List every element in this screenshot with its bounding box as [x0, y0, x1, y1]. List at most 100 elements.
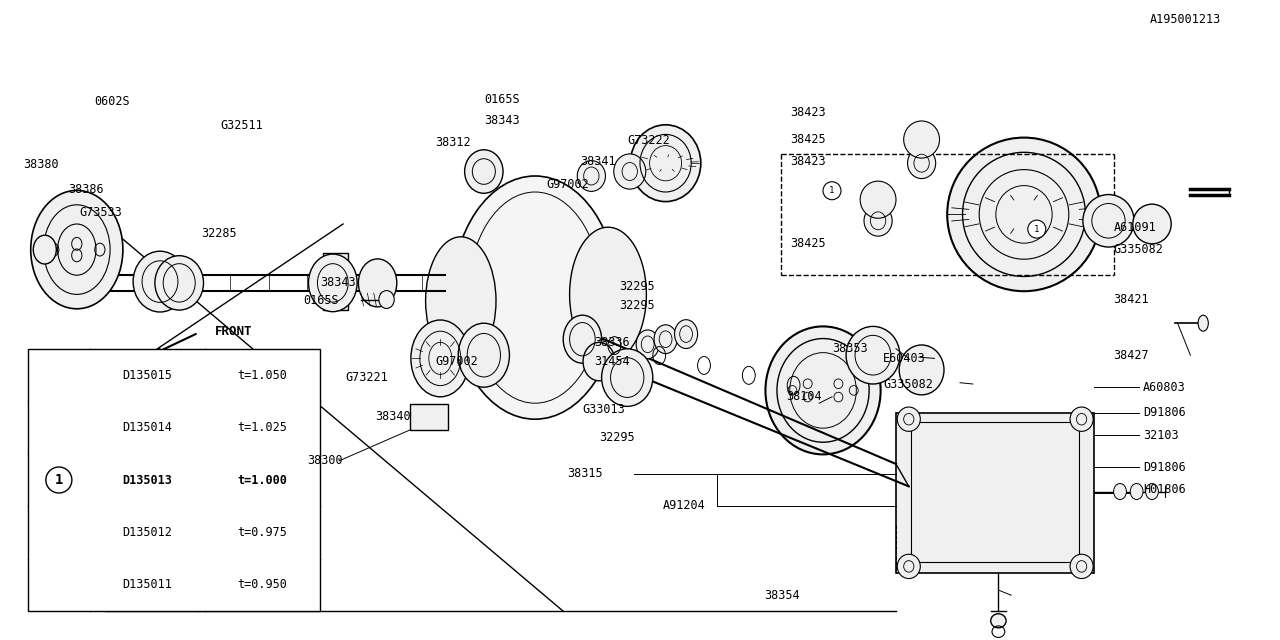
- Text: 38340: 38340: [375, 410, 411, 422]
- Text: t=1.000: t=1.000: [238, 474, 287, 486]
- Ellipse shape: [765, 326, 881, 454]
- Ellipse shape: [584, 342, 616, 381]
- Text: 31454: 31454: [594, 355, 630, 368]
- Text: 38353: 38353: [832, 342, 868, 355]
- Ellipse shape: [1114, 484, 1126, 499]
- Ellipse shape: [947, 138, 1101, 291]
- Text: G33013: G33013: [582, 403, 625, 416]
- Text: FRONT: FRONT: [215, 325, 252, 338]
- Bar: [28, 349, 320, 611]
- Text: H01806: H01806: [1143, 483, 1185, 496]
- Text: G32511: G32511: [220, 119, 262, 132]
- Text: D135015: D135015: [123, 369, 172, 381]
- Ellipse shape: [1070, 407, 1093, 431]
- Text: 38343: 38343: [484, 114, 520, 127]
- Text: 1: 1: [829, 186, 835, 195]
- Ellipse shape: [1083, 195, 1134, 247]
- Text: G73533: G73533: [79, 206, 122, 219]
- Ellipse shape: [636, 330, 659, 358]
- Ellipse shape: [33, 236, 56, 264]
- Ellipse shape: [614, 154, 646, 189]
- Ellipse shape: [155, 255, 204, 310]
- Ellipse shape: [570, 227, 646, 362]
- Ellipse shape: [675, 320, 698, 348]
- Text: 38315: 38315: [567, 467, 603, 480]
- Ellipse shape: [846, 326, 900, 384]
- Text: t=0.975: t=0.975: [238, 526, 287, 539]
- Text: 0165S: 0165S: [303, 294, 339, 307]
- Text: 1: 1: [1034, 225, 1039, 234]
- Ellipse shape: [908, 148, 936, 179]
- Ellipse shape: [358, 259, 397, 307]
- Ellipse shape: [602, 349, 653, 406]
- Ellipse shape: [860, 181, 896, 218]
- Text: t=1.050: t=1.050: [238, 369, 287, 381]
- Circle shape: [46, 467, 72, 493]
- Ellipse shape: [1130, 484, 1143, 499]
- Text: 38423: 38423: [790, 106, 826, 118]
- Text: A61091: A61091: [1114, 221, 1156, 234]
- Ellipse shape: [425, 237, 495, 365]
- Text: 32103: 32103: [1143, 429, 1179, 442]
- Text: 38343: 38343: [320, 276, 356, 289]
- Text: 38300: 38300: [307, 454, 343, 467]
- Text: G73221: G73221: [346, 371, 388, 384]
- Ellipse shape: [1146, 484, 1158, 499]
- Text: D91806: D91806: [1143, 406, 1185, 419]
- Bar: [410, 404, 448, 430]
- Text: 38341: 38341: [580, 156, 616, 168]
- Ellipse shape: [1070, 554, 1093, 579]
- Text: G335082: G335082: [1114, 243, 1164, 256]
- Text: A91204: A91204: [663, 499, 705, 512]
- Ellipse shape: [991, 614, 1006, 628]
- Text: 38425: 38425: [790, 133, 826, 146]
- Text: D135011: D135011: [123, 579, 172, 591]
- Ellipse shape: [458, 323, 509, 387]
- Circle shape: [823, 182, 841, 200]
- Ellipse shape: [308, 254, 357, 312]
- Text: 38380: 38380: [23, 158, 59, 171]
- Ellipse shape: [465, 150, 503, 193]
- Ellipse shape: [904, 121, 940, 158]
- Text: 38421: 38421: [1114, 293, 1149, 306]
- Text: D91806: D91806: [1143, 461, 1185, 474]
- Text: 32285: 32285: [201, 227, 237, 240]
- Text: A195001213: A195001213: [1149, 13, 1221, 26]
- Text: 0165S: 0165S: [484, 93, 520, 106]
- Ellipse shape: [411, 320, 470, 397]
- Text: 1: 1: [55, 473, 63, 487]
- Text: G97002: G97002: [547, 178, 589, 191]
- Text: 38336: 38336: [594, 336, 630, 349]
- Text: A60803: A60803: [1143, 381, 1185, 394]
- Text: 38312: 38312: [435, 136, 471, 148]
- Ellipse shape: [577, 161, 605, 191]
- Ellipse shape: [630, 125, 701, 202]
- Circle shape: [1028, 220, 1046, 238]
- Text: 38423: 38423: [790, 156, 826, 168]
- Text: 38386: 38386: [68, 183, 104, 196]
- Ellipse shape: [897, 554, 920, 579]
- Ellipse shape: [452, 176, 618, 419]
- Text: 32295: 32295: [599, 431, 635, 444]
- Ellipse shape: [899, 345, 945, 395]
- Text: D135012: D135012: [123, 526, 172, 539]
- Ellipse shape: [31, 191, 123, 309]
- Ellipse shape: [897, 407, 920, 431]
- Text: D135014: D135014: [123, 421, 172, 434]
- Text: D135013: D135013: [123, 474, 172, 486]
- Text: 38104: 38104: [786, 390, 822, 403]
- Text: 32295: 32295: [620, 300, 655, 312]
- Text: 38427: 38427: [1114, 349, 1149, 362]
- Text: 38425: 38425: [790, 237, 826, 250]
- Text: E60403: E60403: [883, 352, 925, 365]
- Text: 0602S: 0602S: [95, 95, 131, 108]
- Ellipse shape: [563, 316, 602, 364]
- Bar: [896, 413, 1094, 573]
- Bar: [323, 253, 348, 310]
- Ellipse shape: [654, 325, 677, 353]
- Bar: [911, 422, 1079, 562]
- Text: G73222: G73222: [627, 134, 669, 147]
- Text: t=1.025: t=1.025: [238, 421, 287, 434]
- Text: 38354: 38354: [764, 589, 800, 602]
- Ellipse shape: [864, 205, 892, 236]
